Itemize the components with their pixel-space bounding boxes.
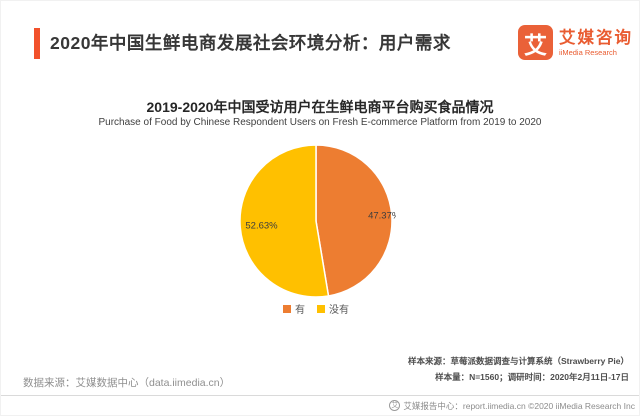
legend-label: 有 [295,305,305,316]
iimedia-logo: 艾 艾媒咨询 iiMedia Research [518,25,633,60]
pie-slice-0 [315,144,393,297]
logo-text: 艾媒咨询 iiMedia Research [559,28,633,58]
chart-title: 2019-2020年中国受访用户在生鲜电商平台购买食品情况 [146,99,494,115]
sample-info-note: 样本量：N=1560；调研时间：2020年2月11日-17日 [435,372,629,382]
page-title: 2020年中国生鲜电商发展社会环境分析：用户需求 [50,33,451,53]
legend-swatch-icon [317,304,325,313]
pie-slice-1 [239,144,330,298]
iimedia-logo-icon: 艾 [518,25,553,60]
legend-label: 没有 [329,305,349,316]
sample-source-note: 样本来源：草莓派数据调查与计算系统（Strawberry Pie） [407,356,629,366]
pie-chart: 47.37% 52.63% [236,141,401,301]
pie-svg: 47.37% 52.63% [239,144,401,298]
legend-item-1: 没有 [317,301,349,316]
logo-name-en: iiMedia Research [559,47,617,57]
pie-data-label-1: 52.63% [245,221,278,232]
legend-item-0: 有 [283,301,305,316]
iimedia-footer-logo-icon: 艾 [389,400,401,411]
page-footer: 艾 艾媒报告中心：report.iimedia.cn ©2020 iiMedia… [1,395,639,415]
accent-bar [34,28,40,59]
page-header: 2020年中国生鲜电商发展社会环境分析：用户需求 [34,28,451,59]
chart-subtitle: Purchase of Food by Chinese Respondent U… [98,117,542,128]
logo-name-cn: 艾媒咨询 [559,28,633,47]
sample-notes: 样本来源：草莓派数据调查与计算系统（Strawberry Pie） 样本量：N=… [408,353,629,385]
data-source-note: 数据来源：艾媒数据中心（data.iimedia.cn） [23,377,231,389]
legend-swatch-icon [283,304,291,313]
chart-legend: 有 没有 [236,301,396,316]
footer-text: 艾媒报告中心：report.iimedia.cn ©2020 iiMedia R… [403,400,635,411]
pie-data-label-0: 47.37% [368,210,396,221]
